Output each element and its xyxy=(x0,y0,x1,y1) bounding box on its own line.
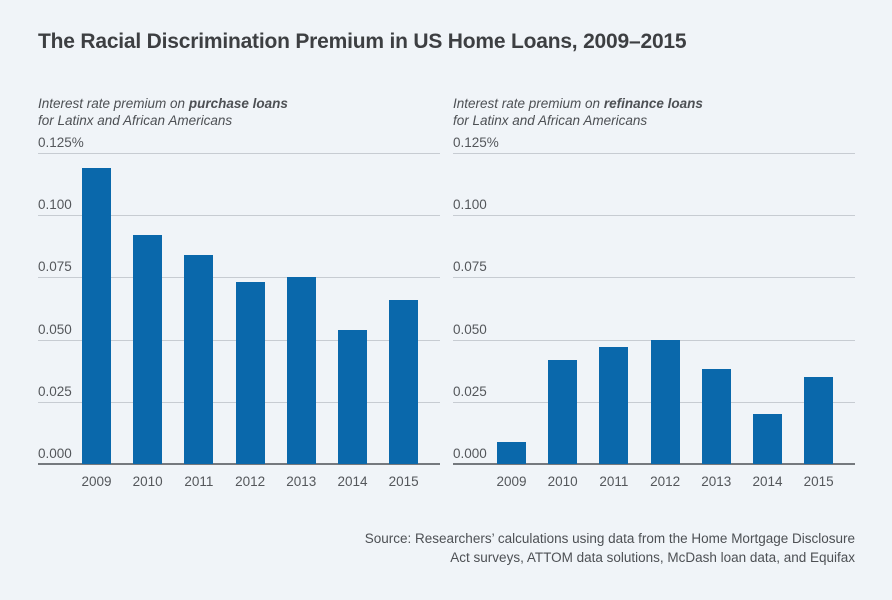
x-tick-label: 2009 xyxy=(496,474,527,489)
purchase-loans-panel: Interest rate premium on purchase loans … xyxy=(38,95,440,535)
gridline xyxy=(453,277,855,279)
y-tick-label: 0.125% xyxy=(453,135,499,150)
bar-2009 xyxy=(82,167,111,464)
bar-2013 xyxy=(286,277,316,464)
purchase-panel-subtitle: Interest rate premium on purchase loans … xyxy=(38,95,440,129)
purchase-subtitle-line2: for Latinx and African Americans xyxy=(38,113,233,128)
bar-2012 xyxy=(235,282,265,464)
refinance-subtitle-line2: for Latinx and African Americans xyxy=(453,113,648,128)
x-tick-label: 2011 xyxy=(599,474,629,489)
x-tick-label: 2015 xyxy=(803,474,834,489)
gridline xyxy=(38,153,440,154)
subtitle-emphasis: purchase loans xyxy=(188,96,288,111)
x-tick-label: 2015 xyxy=(388,474,419,489)
subtitle-prefix: Interest rate premium on xyxy=(453,96,604,111)
subtitle-emphasis: refinance loans xyxy=(603,96,703,111)
bar-2010 xyxy=(133,235,163,464)
x-tick-label: 2012 xyxy=(650,474,681,489)
x-tick-label: 2009 xyxy=(81,474,112,489)
bar-2012 xyxy=(650,339,680,464)
bar-2011 xyxy=(184,255,214,464)
purchase-subtitle-line1: Interest rate premium on purchase loans xyxy=(38,95,440,112)
refinance-loans-panel: Interest rate premium on refinance loans… xyxy=(453,95,855,535)
bar-2014 xyxy=(338,329,367,464)
y-tick-label: 0.025 xyxy=(38,383,72,399)
bar-2015 xyxy=(804,376,834,464)
source-line2: Act surveys, ATTOM data solutions, McDas… xyxy=(450,550,855,565)
x-tick-label: 2011 xyxy=(184,474,214,489)
y-tick-label: 0.050 xyxy=(453,321,487,337)
x-tick-label: 2010 xyxy=(132,474,163,489)
x-tick-label: 2013 xyxy=(701,474,732,489)
refinance-subtitle-line1: Interest rate premium on refinance loans xyxy=(453,95,855,112)
y-tick-label: 0.000 xyxy=(453,446,487,461)
y-tick-label: 0.075 xyxy=(453,259,487,275)
gridline xyxy=(38,277,440,279)
x-tick-label: 2010 xyxy=(547,474,578,489)
figure-title: The Racial Discrimination Premium in US … xyxy=(38,30,687,53)
x-axis-line xyxy=(38,463,440,465)
x-tick-label: 2012 xyxy=(235,474,266,489)
gridline xyxy=(453,153,855,154)
y-tick-label: 0.125% xyxy=(38,135,84,150)
source-note: Source: Researchers’ calculations using … xyxy=(235,529,855,567)
x-tick-label: 2013 xyxy=(286,474,317,489)
bar-2015 xyxy=(389,299,419,464)
y-tick-label: 0.000 xyxy=(38,446,72,461)
refinance-panel-subtitle: Interest rate premium on refinance loans… xyxy=(453,95,855,129)
gridline xyxy=(38,215,440,217)
x-tick-label: 2014 xyxy=(752,474,783,489)
y-tick-label: 0.100 xyxy=(38,197,72,213)
purchase-plot-area: 0.000 0.025 0.050 0.075 0.100 0.125% 2009 2010 2… xyxy=(38,135,440,489)
y-tick-label: 0.050 xyxy=(38,321,72,337)
gridline xyxy=(453,215,855,217)
bar-2011 xyxy=(599,347,629,464)
x-tick-label: 2014 xyxy=(337,474,368,489)
subtitle-prefix: Interest rate premium on xyxy=(38,96,189,111)
bar-2010 xyxy=(548,359,578,464)
y-tick-label: 0.100 xyxy=(453,197,487,213)
y-tick-label: 0.075 xyxy=(38,259,72,275)
y-tick-label: 0.025 xyxy=(453,383,487,399)
bar-2014 xyxy=(753,414,782,464)
x-axis-line xyxy=(453,463,855,465)
source-line1: Source: Researchers’ calculations using … xyxy=(364,531,855,546)
refinance-plot-area: 0.000 0.025 0.050 0.075 0.100 0.125% 2009 2010 2… xyxy=(453,135,855,489)
bar-2013 xyxy=(701,369,731,464)
bar-2009 xyxy=(497,441,526,464)
